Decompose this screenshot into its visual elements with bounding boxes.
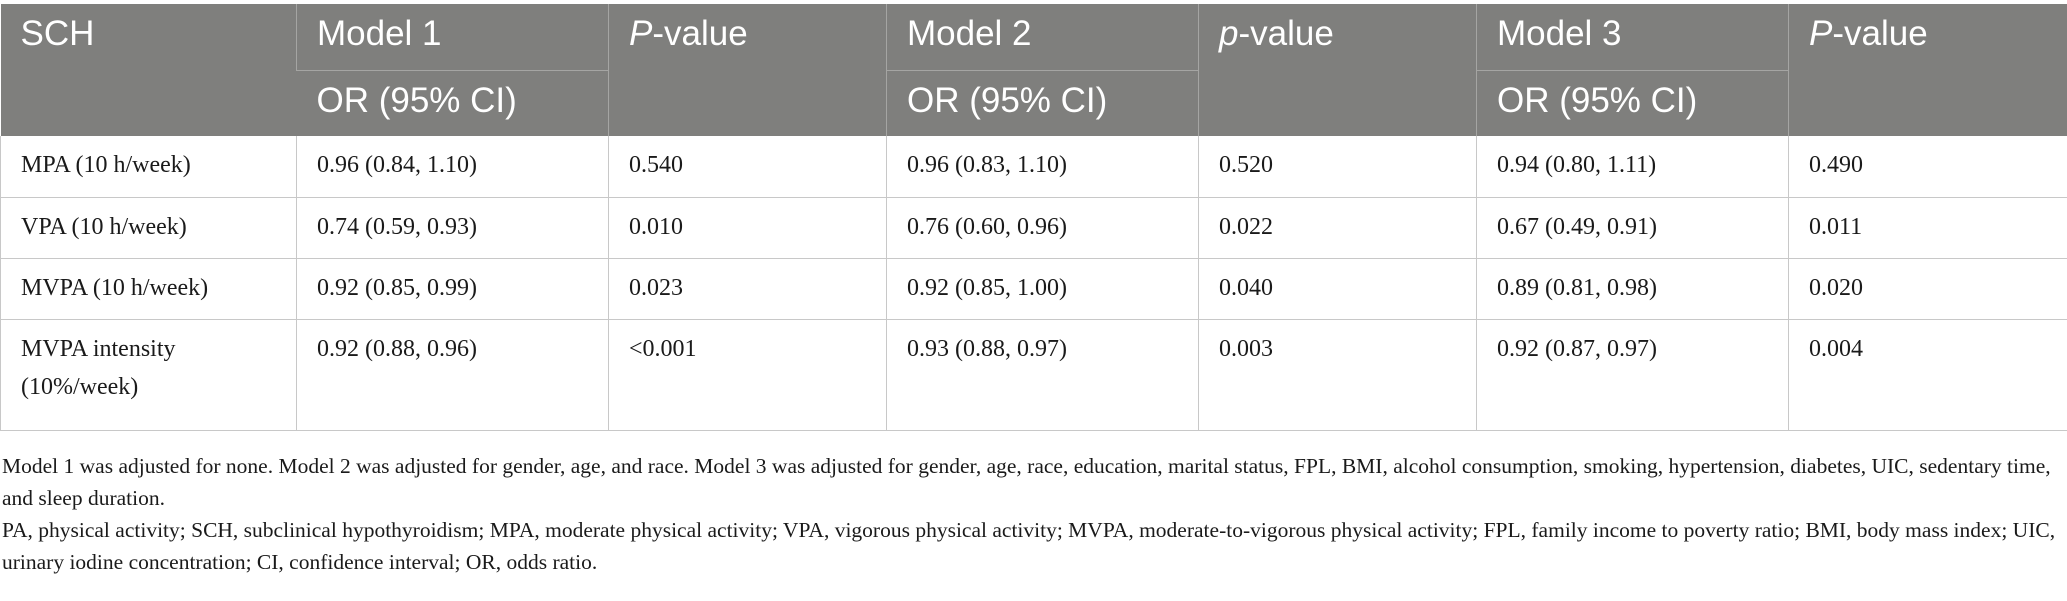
table-body: MPA (10 h/week) 0.96 (0.84, 1.10) 0.540 … <box>0 136 2067 431</box>
model-3-or: 0.67 (0.49, 0.91) <box>1476 197 1789 259</box>
model-2-p: 0.040 <box>1198 258 1477 320</box>
header-p-value-2: p-value <box>1198 4 1477 136</box>
model-3-or: 0.94 (0.80, 1.11) <box>1476 136 1789 198</box>
row-label: MVPA intensity (10%/week) <box>0 319 297 431</box>
header-row-1: SCH Model 1 P-value Model 2 p-value Mode… <box>0 4 2067 136</box>
p-symbol: p <box>1219 14 1239 53</box>
model-1-or: 0.74 (0.59, 0.93) <box>296 197 609 259</box>
model-2-or: 0.76 (0.60, 0.96) <box>886 197 1199 259</box>
p-symbol: P <box>1809 14 1833 53</box>
p-symbol: P <box>629 14 653 53</box>
header-or-ci-2: OR (95% CI) <box>886 69 1199 136</box>
row-label-line-1: MVPA intensity <box>21 335 176 362</box>
model-3-p: 0.020 <box>1788 258 2067 320</box>
row-label: MVPA (10 h/week) <box>0 258 297 320</box>
footnote-models: Model 1 was adjusted for none. Model 2 w… <box>2 454 2051 510</box>
table-row: MVPA intensity (10%/week) 0.92 (0.88, 0.9… <box>0 319 2067 431</box>
model-3-p: 0.490 <box>1788 136 2067 198</box>
header-model-1: Model 1 <box>296 4 609 70</box>
header-or-ci-1: OR (95% CI) <box>296 69 609 136</box>
model-3-or: 0.89 (0.81, 0.98) <box>1476 258 1789 320</box>
model-1-p: 0.540 <box>608 136 887 198</box>
results-table: SCH Model 1 P-value Model 2 p-value Mode… <box>0 4 2067 431</box>
model-1-p: 0.023 <box>608 258 887 320</box>
model-1-or: 0.92 (0.85, 0.99) <box>296 258 609 320</box>
p-suffix: -value <box>652 14 748 53</box>
model-2-or: 0.96 (0.83, 1.10) <box>886 136 1199 198</box>
header-row-2: OR (95% CI) OR (95% CI) OR (95% CI) <box>1 69 2067 136</box>
header-model-3: Model 3 <box>1476 4 1789 70</box>
p-suffix: -value <box>1832 14 1928 53</box>
footnote-abbreviations: PA, physical activity; SCH, subclinical … <box>2 518 2056 574</box>
model-3-p: 0.004 <box>1788 319 2067 431</box>
table-footnotes: Model 1 was adjusted for none. Model 2 w… <box>2 450 2062 578</box>
header-sch: SCH <box>0 4 297 136</box>
p-suffix: -value <box>1238 14 1334 53</box>
model-2-or: 0.92 (0.85, 1.00) <box>886 258 1199 320</box>
model-1-p: <0.001 <box>608 319 887 431</box>
header-p-value-3: P-value <box>1788 4 2067 136</box>
row-label: VPA (10 h/week) <box>0 197 297 259</box>
model-2-p: 0.520 <box>1198 136 1477 198</box>
model-3-or: 0.92 (0.87, 0.97) <box>1476 319 1789 431</box>
model-3-p: 0.011 <box>1788 197 2067 259</box>
model-1-or: 0.92 (0.88, 0.96) <box>296 319 609 431</box>
row-label: MPA (10 h/week) <box>0 136 297 198</box>
model-1-or: 0.96 (0.84, 1.10) <box>296 136 609 198</box>
table-header: SCH Model 1 P-value Model 2 p-value Mode… <box>0 4 2067 136</box>
header-p-value-1: P-value <box>608 4 887 136</box>
header-model-2: Model 2 <box>886 4 1199 70</box>
row-label-line-2: (10%/week) <box>21 373 139 400</box>
table-row: VPA (10 h/week) 0.74 (0.59, 0.93) 0.010 … <box>0 197 2067 259</box>
table-row: MPA (10 h/week) 0.96 (0.84, 1.10) 0.540 … <box>0 136 2067 198</box>
model-2-p: 0.022 <box>1198 197 1477 259</box>
table-row: MVPA (10 h/week) 0.92 (0.85, 0.99) 0.023… <box>0 258 2067 320</box>
model-2-or: 0.93 (0.88, 0.97) <box>886 319 1199 431</box>
model-2-p: 0.003 <box>1198 319 1477 431</box>
header-or-ci-3: OR (95% CI) <box>1476 69 1789 136</box>
model-1-p: 0.010 <box>608 197 887 259</box>
